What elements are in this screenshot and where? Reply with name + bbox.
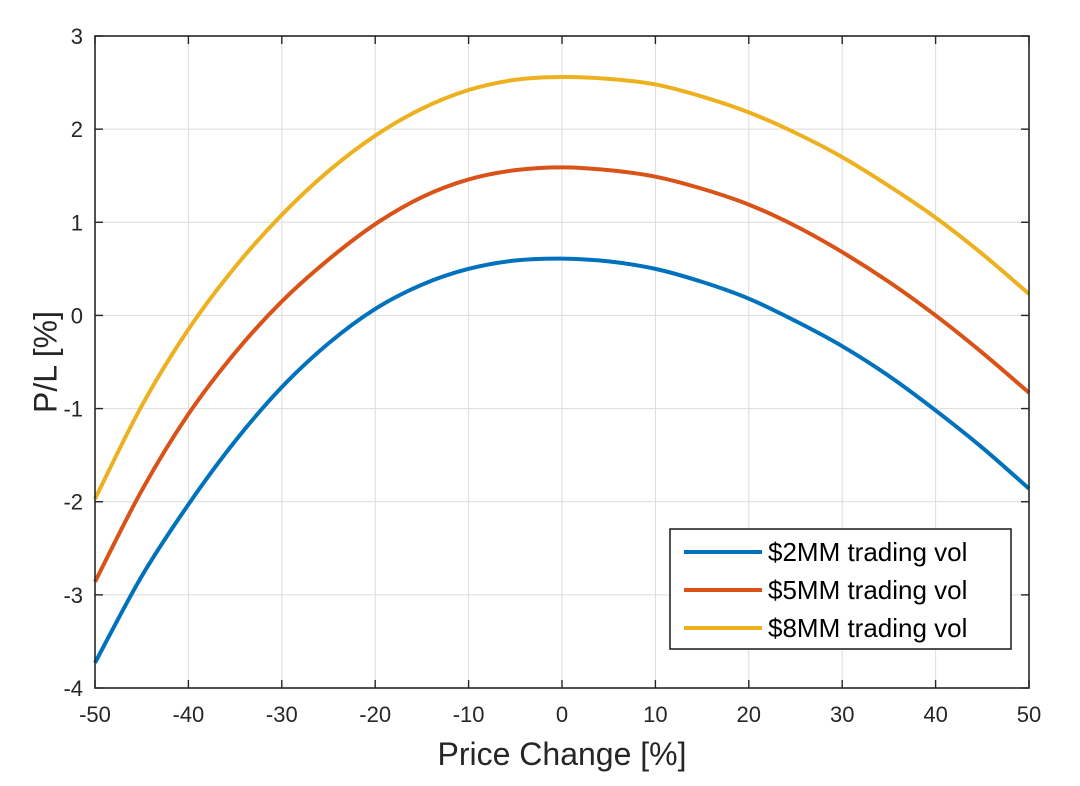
x-tick-label: 20: [737, 702, 761, 727]
y-tick-labels: -4 -3 -2 -1 0 1 2 3: [63, 24, 83, 701]
y-tick-label: -1: [63, 397, 83, 422]
series-line-1: [93, 165, 1031, 583]
y-axis-label: P/L [%]: [27, 311, 63, 413]
y-tick-label: -2: [63, 490, 83, 515]
legend-label-5mm: $5MM trading vol: [768, 575, 967, 605]
ticks: [94, 35, 1030, 689]
y-tick-label: 0: [71, 303, 83, 328]
x-tick-label: 50: [1017, 702, 1041, 727]
x-tick-label: -30: [266, 702, 298, 727]
legend: $2MM trading vol $5MM trading vol $8MM t…: [669, 528, 1012, 650]
legend-label-2mm: $2MM trading vol: [768, 537, 967, 567]
y-tick-label: 1: [71, 210, 83, 235]
y-tick-label: -4: [63, 676, 83, 701]
y-tick-label: -3: [63, 583, 83, 608]
x-tick-label: -50: [79, 702, 111, 727]
series-line-2: [93, 74, 1031, 500]
x-axis-label: Price Change [%]: [437, 736, 686, 772]
x-tick-label: 0: [556, 702, 568, 727]
series-line-0: [93, 256, 1031, 664]
x-tick-label: -40: [173, 702, 205, 727]
plot-lines: [93, 74, 1031, 664]
y-tick-label: 2: [71, 117, 83, 142]
x-tick-labels: -50 -40 -30 -20 -10 0 10 20 30 40 50: [79, 702, 1041, 727]
x-tick-label: -10: [453, 702, 485, 727]
y-tick-label: 3: [71, 24, 83, 49]
x-tick-label: 10: [643, 702, 667, 727]
x-tick-label: -20: [359, 702, 391, 727]
legend-label-8mm: $8MM trading vol: [768, 613, 967, 643]
x-tick-label: 30: [830, 702, 854, 727]
x-tick-label: 40: [923, 702, 947, 727]
